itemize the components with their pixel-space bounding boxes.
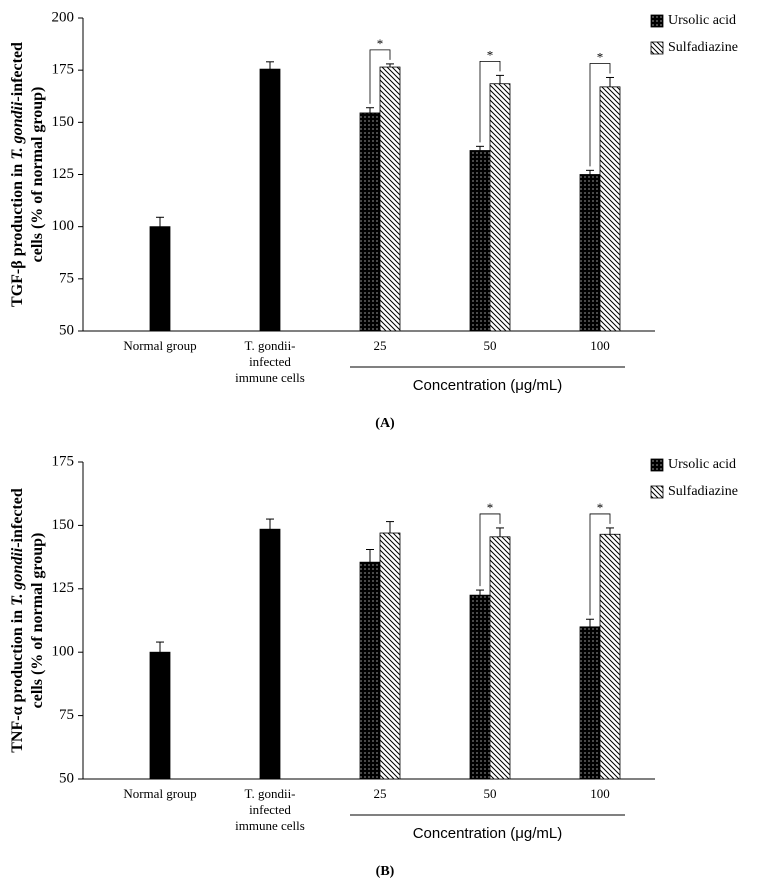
significance-label: *	[487, 47, 494, 62]
y-axis-label-part: T. gondii	[9, 101, 26, 160]
x-tick-label: 25	[374, 786, 387, 801]
legend-label: Sulfadiazine	[668, 40, 738, 55]
bar	[149, 226, 171, 332]
legend-swatch	[650, 458, 664, 472]
y-tick-label: 175	[52, 62, 75, 78]
x-tick-label: 50	[484, 338, 497, 353]
significance-label: *	[597, 500, 604, 515]
legend-swatch	[650, 14, 664, 28]
bar	[579, 174, 601, 332]
y-tick-label: 100	[52, 218, 75, 234]
y-axis-label: TGF-β production in T. gondii-infected	[9, 42, 26, 307]
y-tick-label: 125	[52, 166, 75, 182]
legend-swatch	[650, 485, 664, 499]
significance-bracket	[369, 49, 391, 104]
x-tick-label: immune cells	[235, 818, 305, 833]
x-tick-label: T. gondii-	[244, 786, 295, 801]
y-axis-label-part: T. gondii	[9, 547, 26, 606]
significance-bracket	[479, 513, 501, 587]
legend-swatch	[650, 41, 664, 55]
x-tick-label: infected	[249, 802, 291, 817]
x-axis-label: Concentration (μg/mL)	[413, 377, 563, 394]
bar	[599, 533, 621, 780]
x-tick-label: 25	[374, 338, 387, 353]
y-axis-label-part: cells (% of normal group)	[29, 87, 46, 263]
y-tick-label: 50	[59, 770, 74, 786]
bar	[469, 150, 491, 332]
x-tick-label: 50	[484, 786, 497, 801]
y-tick-label: 50	[59, 322, 74, 338]
significance-bracket	[589, 63, 611, 167]
bar	[489, 83, 511, 332]
x-tick-label: Normal group	[123, 338, 196, 353]
bar	[599, 86, 621, 332]
x-tick-label: 100	[590, 786, 610, 801]
x-tick-label: 100	[590, 338, 610, 353]
y-axis-label-part: TGF-β production in	[9, 160, 26, 307]
bar	[149, 651, 171, 780]
bar	[379, 532, 401, 780]
bar	[379, 66, 401, 332]
y-tick-label: 150	[52, 114, 75, 130]
y-axis-label: cells (% of normal group)	[29, 87, 46, 263]
x-tick-label: infected	[249, 354, 291, 369]
y-axis-label-part: TNF-α production in	[9, 606, 26, 753]
y-axis-label-part: cells (% of normal group)	[29, 533, 46, 709]
y-axis-label-part: -infected	[9, 488, 26, 548]
significance-bracket	[589, 513, 611, 616]
panel-label: (B)	[376, 864, 395, 879]
bar	[259, 68, 281, 332]
significance-label: *	[377, 36, 384, 51]
legend-label: Ursolic acid	[668, 457, 736, 472]
y-tick-label: 200	[52, 9, 75, 25]
y-tick-label: 75	[59, 270, 74, 286]
legend-label: Ursolic acid	[668, 13, 736, 28]
y-axis-label: TNF-α production in T. gondii-infected	[9, 488, 26, 753]
y-tick-label: 75	[59, 707, 74, 723]
legend-label: Sulfadiazine	[668, 484, 738, 499]
bar	[469, 594, 491, 780]
x-tick-label: T. gondii-	[244, 338, 295, 353]
bar	[359, 561, 381, 780]
significance-label: *	[597, 49, 604, 64]
significance-bracket	[479, 60, 501, 143]
x-tick-label: Normal group	[123, 786, 196, 801]
bar	[259, 528, 281, 780]
x-axis-label: Concentration (μg/mL)	[413, 825, 563, 842]
bar	[489, 536, 511, 780]
y-tick-label: 150	[52, 517, 75, 533]
bar	[359, 112, 381, 332]
y-axis-label-part: -infected	[9, 42, 26, 102]
x-tick-label: immune cells	[235, 370, 305, 385]
bar	[579, 626, 601, 780]
panel-label: (A)	[375, 416, 395, 431]
y-tick-label: 175	[52, 453, 75, 469]
y-tick-label: 125	[52, 580, 75, 596]
y-tick-label: 100	[52, 644, 75, 660]
significance-label: *	[487, 500, 494, 515]
y-axis-label: cells (% of normal group)	[29, 533, 46, 709]
